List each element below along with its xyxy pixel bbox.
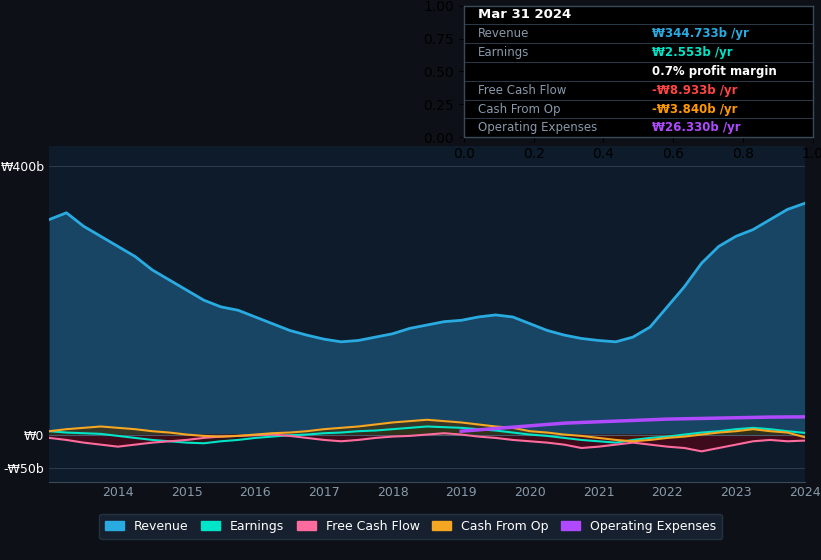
Text: Cash From Op: Cash From Op: [478, 102, 560, 115]
Text: Operating Expenses: Operating Expenses: [478, 122, 597, 134]
Text: Free Cash Flow: Free Cash Flow: [478, 83, 566, 97]
Legend: Revenue, Earnings, Free Cash Flow, Cash From Op, Operating Expenses: Revenue, Earnings, Free Cash Flow, Cash …: [99, 514, 722, 539]
Text: Earnings: Earnings: [478, 46, 530, 59]
Text: -₩8.933b /yr: -₩8.933b /yr: [653, 83, 738, 97]
Text: ₩344.733b /yr: ₩344.733b /yr: [653, 27, 749, 40]
Text: Mar 31 2024: Mar 31 2024: [478, 8, 571, 21]
Text: ₩26.330b /yr: ₩26.330b /yr: [653, 122, 741, 134]
Text: 0.7% profit margin: 0.7% profit margin: [653, 65, 777, 78]
Text: ₩2.553b /yr: ₩2.553b /yr: [653, 46, 733, 59]
Text: -₩3.840b /yr: -₩3.840b /yr: [653, 102, 738, 115]
Text: Revenue: Revenue: [478, 27, 530, 40]
